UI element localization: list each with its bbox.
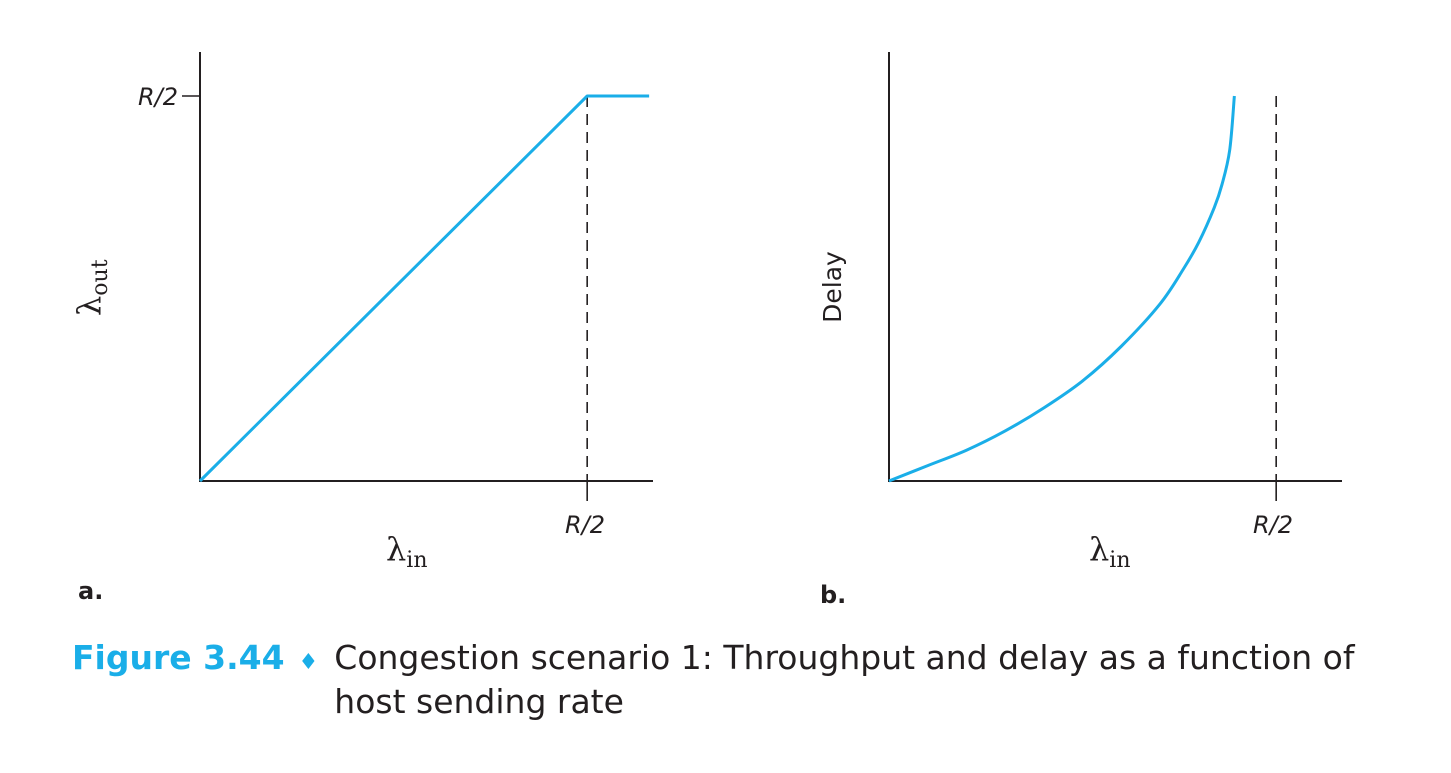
panel-a-series-line [198,94,650,483]
figure-caption: Figure 3.44 ♦ Congestion scenario 1: Thr… [72,636,1372,724]
panel-a-x-tick-label: R/2 [565,511,605,539]
panel-a-y-axis-label: λout [70,259,113,316]
panel-a-label: a. [78,577,103,605]
panel-a-x-axis-symbol: λ [386,530,406,568]
panel-b-label: b. [820,581,846,609]
panel-b-chart: R/2 λin Delay b. [818,52,1342,609]
panel-a-y-tick-label: R/2 [138,83,178,111]
caption-diamond-icon: ♦ [298,650,319,675]
panel-b-x-axis-label: λin [1089,530,1131,573]
panel-b-x-tick-label: R/2 [1253,511,1293,539]
panel-b-series-line [888,95,1236,483]
caption-row: Figure 3.44 ♦ Congestion scenario 1: Thr… [72,636,1372,724]
caption-text: Congestion scenario 1: Throughput and de… [334,638,1355,721]
caption-label: Figure 3.44 [72,638,285,677]
panel-b-x-axis-subscript: in [1109,548,1130,573]
panel-b-y-axis-label: Delay [818,251,847,323]
panel-a-x-axis-label: λin [386,530,428,573]
panel-a-chart: R/2 R/2 λin λout a. [70,52,653,605]
panel-a-y-axis-subscript: out [88,259,113,295]
panel-a-x-axis-subscript: in [406,548,427,573]
panel-b-x-axis-symbol: λ [1089,530,1109,568]
panel-a-y-axis-symbol: λ [70,296,108,316]
